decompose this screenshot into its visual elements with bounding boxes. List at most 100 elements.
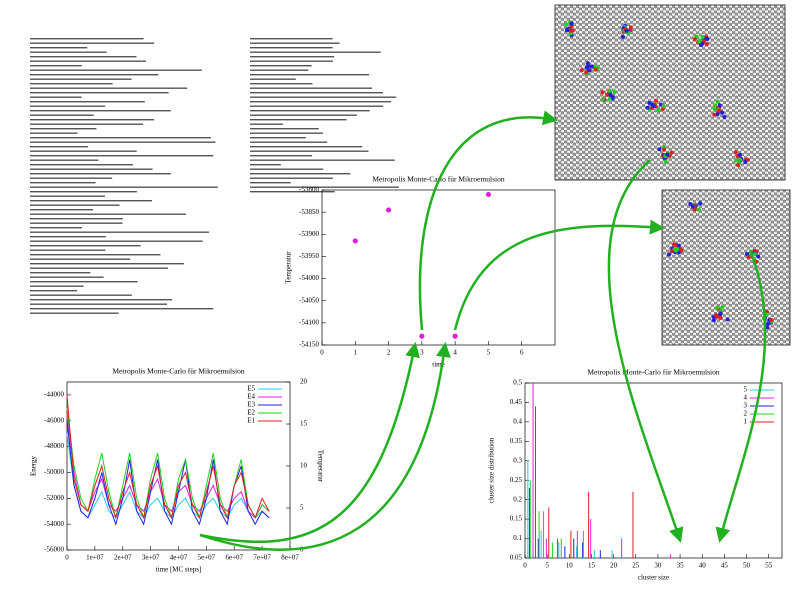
text-line — [30, 186, 218, 188]
x-axis-label: time [MC steps] — [156, 566, 202, 574]
y-axis-label: Energy — [30, 455, 38, 476]
cluster-particle — [735, 163, 740, 168]
point — [352, 238, 358, 244]
text-line — [30, 141, 216, 143]
point — [419, 333, 425, 339]
y-tick-label: 0.5 — [513, 379, 522, 387]
text-line — [250, 155, 313, 157]
cluster-particle — [725, 317, 730, 322]
legend-label: E1 — [247, 417, 255, 425]
text-line — [30, 69, 202, 71]
bar — [527, 460, 529, 558]
y-tick-label: 0.45 — [510, 398, 523, 406]
y2-tick-label: 20 — [300, 378, 308, 386]
text-line — [30, 101, 145, 103]
bar — [593, 550, 595, 558]
bar — [611, 550, 613, 558]
text-line — [250, 137, 306, 139]
legend-label: E2 — [247, 409, 255, 417]
x-tick-label: 6e+07 — [225, 554, 243, 562]
text-line — [30, 132, 78, 134]
arrow — [199, 342, 420, 543]
cluster-particle — [699, 43, 704, 48]
bar — [534, 406, 536, 558]
text-line — [30, 258, 131, 260]
cluster-particle — [645, 105, 650, 110]
cluster-particle — [610, 95, 615, 100]
cluster-particle — [738, 152, 743, 157]
text-line — [30, 272, 91, 274]
text-line — [250, 47, 333, 49]
cluster-particle — [720, 110, 725, 115]
y-tick-label: -53950 — [299, 252, 319, 260]
cluster-particle — [565, 28, 570, 33]
text-line — [30, 249, 106, 251]
text-line — [250, 65, 312, 67]
text-line — [30, 83, 113, 85]
text-line — [30, 96, 82, 98]
y-tick-label: 0.25 — [510, 476, 523, 484]
cluster-particle — [663, 159, 668, 164]
text-line — [30, 92, 169, 94]
x-tick-label: 5e+07 — [198, 554, 216, 562]
cluster-particle — [600, 90, 605, 95]
cluster-particle — [669, 249, 674, 254]
text-line — [250, 164, 281, 166]
x-tick-label: 25 — [632, 562, 640, 570]
text-line — [30, 312, 119, 314]
text-line — [30, 263, 184, 265]
cluster-particle — [605, 92, 610, 97]
plot-frame — [66, 381, 291, 551]
x-tick-label: 5 — [487, 349, 491, 357]
text-line — [30, 290, 78, 292]
cluster-particle — [697, 40, 702, 45]
x-tick-label: 55 — [765, 562, 773, 570]
y2-tick-label: 5 — [300, 504, 304, 512]
text-line — [30, 110, 171, 112]
bar — [576, 546, 578, 558]
cluster-particle — [715, 305, 720, 310]
x-axis-label: cluster size — [638, 574, 669, 582]
cluster-particle — [662, 147, 667, 152]
text-line — [250, 132, 323, 134]
cluster-particle — [743, 160, 748, 165]
text-line — [250, 159, 395, 161]
y-tick-label: 0.15 — [510, 515, 523, 523]
x-tick-label: 8e+07 — [281, 554, 299, 562]
bar — [537, 538, 539, 558]
text-line — [30, 240, 203, 242]
text-line — [250, 128, 319, 130]
text-line — [30, 222, 123, 224]
text-line — [250, 83, 313, 85]
y-tick-label: -54150 — [299, 341, 319, 349]
cluster-particle — [620, 34, 625, 39]
text-line — [250, 168, 324, 170]
text-line — [30, 213, 186, 215]
bar — [548, 507, 550, 558]
y-tick-label: 0.2 — [513, 495, 522, 503]
arrow — [607, 159, 684, 543]
text-line — [30, 42, 155, 44]
y-tick-label: 0.3 — [513, 456, 522, 464]
text-line — [30, 303, 168, 305]
cluster-particle — [756, 254, 761, 259]
y-tick-label: -48000 — [44, 442, 64, 450]
bar — [532, 383, 534, 558]
x-tick-label: 3e+07 — [142, 554, 160, 562]
x-tick-label: 2 — [387, 349, 391, 357]
text-line — [30, 218, 123, 220]
arrow — [715, 249, 767, 543]
cluster-particle — [569, 21, 574, 26]
x-tick-label: 6 — [520, 349, 524, 357]
cluster-particle — [733, 158, 738, 163]
x-tick-label: 4e+07 — [170, 554, 188, 562]
legend-label: 3 — [744, 402, 748, 410]
text-line — [250, 78, 296, 80]
text-line — [30, 267, 168, 269]
y-tick-label: 0.05 — [510, 554, 523, 562]
y-tick-label: -54000 — [44, 520, 64, 528]
cluster-particle — [700, 34, 705, 39]
text-line — [250, 177, 333, 179]
cluster-particle — [712, 112, 717, 117]
legend-label: 4 — [744, 394, 748, 402]
